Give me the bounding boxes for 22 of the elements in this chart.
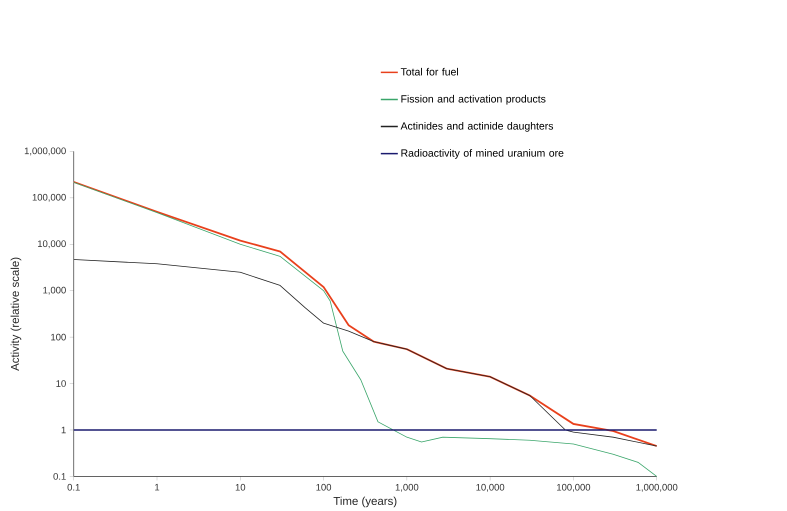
y-tick-label: 10,000 xyxy=(38,240,66,248)
y-tick-label: 1,000,000 xyxy=(24,148,66,156)
y-tick-label: 1 xyxy=(62,426,66,434)
x-tick-label: 10 xyxy=(236,484,246,491)
x-tick-label: 1,000,000 xyxy=(636,484,678,492)
legend-label: Fission and activation products xyxy=(401,95,546,105)
y-tick-label: 100,000 xyxy=(32,194,66,202)
x-tick-label: 100 xyxy=(316,484,332,491)
legend-label: Actinides and actinide daughters xyxy=(400,122,554,132)
legend-label: Radioactivity of mined uranium ore xyxy=(401,149,564,159)
y-tick-label: 0.1 xyxy=(53,473,66,480)
y-tick-label: 100 xyxy=(51,334,66,341)
x-tick-label: 100,000 xyxy=(557,484,590,492)
x-tick-label: 1 xyxy=(155,484,160,491)
x-tick-label: 10,000 xyxy=(476,484,504,492)
y-tick-label: 10 xyxy=(56,380,66,388)
legend-label: Total for fuel xyxy=(400,68,458,76)
x-tick-label: 1,000 xyxy=(396,484,418,492)
x-axis-title: Time (years) xyxy=(334,496,396,508)
x-tick-label: 0.1 xyxy=(68,484,80,491)
y-axis-title: Activity (relative scale) xyxy=(10,258,22,372)
y-tick-label: 1,000 xyxy=(43,286,66,295)
